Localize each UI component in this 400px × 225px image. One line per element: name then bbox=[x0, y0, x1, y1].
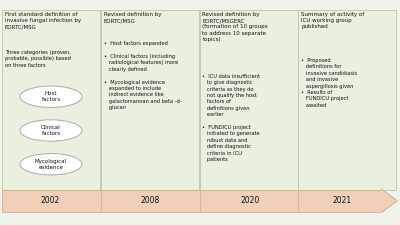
FancyBboxPatch shape bbox=[298, 10, 396, 190]
Text: 2008: 2008 bbox=[140, 196, 160, 205]
Text: Host
factors: Host factors bbox=[42, 91, 60, 102]
Text: Mycological
evidence: Mycological evidence bbox=[35, 159, 67, 170]
Ellipse shape bbox=[20, 153, 82, 175]
Text: Revised definition by
EORTC/MSG: Revised definition by EORTC/MSG bbox=[104, 12, 161, 23]
FancyBboxPatch shape bbox=[200, 10, 298, 190]
FancyBboxPatch shape bbox=[2, 10, 100, 190]
FancyBboxPatch shape bbox=[2, 190, 381, 212]
Text: Clinical
factors: Clinical factors bbox=[41, 125, 61, 136]
Text: Three categories (proven,
probable, possible) based
on three factors: Three categories (proven, probable, poss… bbox=[5, 50, 71, 68]
Text: Revised definition by
EORTC/MSGERC
(formation of 10 groups
to address 10 separat: Revised definition by EORTC/MSGERC (form… bbox=[202, 12, 268, 42]
Ellipse shape bbox=[20, 120, 82, 141]
Text: Summary of activity of
ICU working group
published: Summary of activity of ICU working group… bbox=[301, 12, 364, 29]
Ellipse shape bbox=[20, 86, 82, 108]
Text: •  ICU data insufficient
   to give diagnostic
   criteria as they do
   not qua: • ICU data insufficient to give diagnost… bbox=[202, 74, 260, 162]
Text: 2002: 2002 bbox=[40, 196, 60, 205]
FancyBboxPatch shape bbox=[101, 10, 199, 190]
Polygon shape bbox=[381, 189, 397, 213]
Text: •  Proposed
   definitions for
   invasive candidiasis
   and invasive
   asperg: • Proposed definitions for invasive cand… bbox=[301, 58, 357, 108]
Text: •  Host factors expanded

•  Clinical factors (including
   radiological feature: • Host factors expanded • Clinical facto… bbox=[104, 41, 181, 110]
Text: 2021: 2021 bbox=[332, 196, 352, 205]
Text: First standard definition of
invasive fungal infection by
EORTC/MSG: First standard definition of invasive fu… bbox=[5, 12, 81, 29]
Text: 2020: 2020 bbox=[240, 196, 260, 205]
